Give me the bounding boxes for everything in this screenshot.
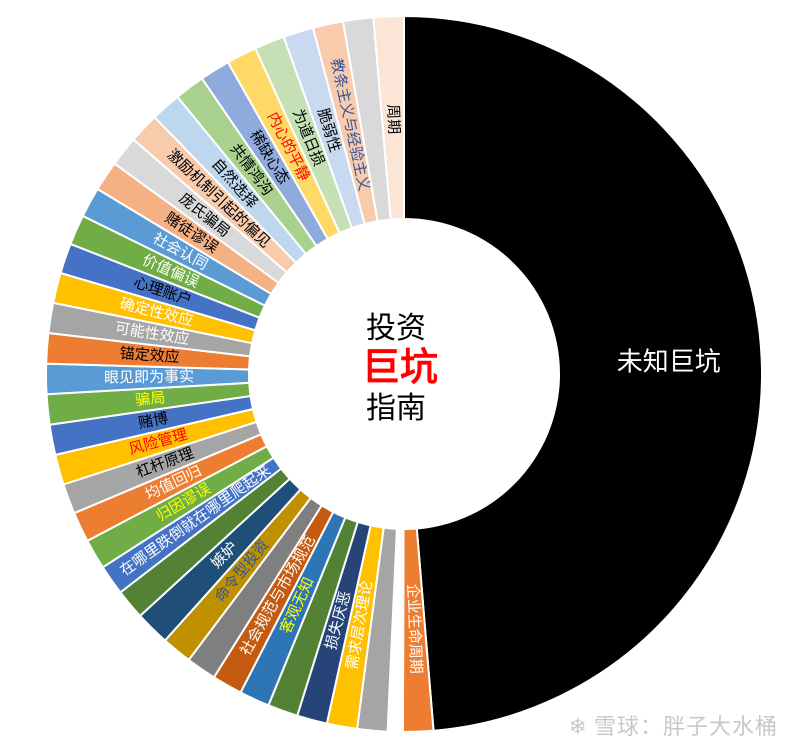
slice-label: 企业生命周期 — [404, 583, 426, 674]
slice-label: 锚定效应 — [119, 344, 180, 366]
center-title-line2: 巨坑 — [362, 345, 438, 389]
center-title-line1: 投资 — [366, 311, 426, 346]
slice-label: 眼见即为事实 — [104, 367, 194, 386]
slice-label: 周期 — [384, 104, 403, 135]
watermark: ❄ 雪球：胖子大水桶 — [569, 709, 778, 741]
donut-slices — [45, 14, 764, 734]
slice-label: 未知巨坑 — [617, 348, 721, 378]
watermark-text: 雪球：胖子大水桶 — [593, 715, 778, 740]
slice-label: 赌博 — [137, 409, 170, 432]
snowball-icon: ❄ — [568, 715, 588, 740]
center-title-line3: 指南 — [366, 391, 426, 426]
donut-hole — [248, 218, 560, 530]
slice-label: 骗局 — [134, 388, 166, 409]
